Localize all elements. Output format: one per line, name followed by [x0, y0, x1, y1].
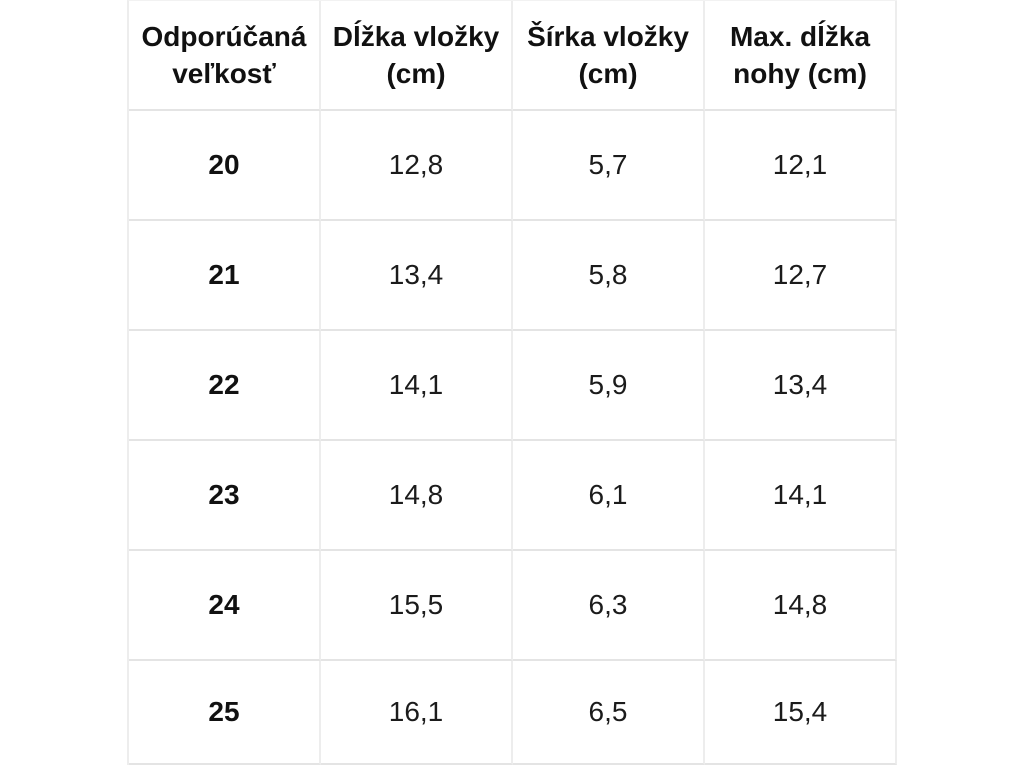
header-cell-max-foot-length: Max. dĺžka nohy (cm) — [705, 1, 897, 111]
size-cell: 23 — [129, 441, 321, 551]
size-cell: 20 — [129, 111, 321, 221]
header-cell-recommended-size: Odporúčaná veľkosť — [129, 1, 321, 111]
insole-length-cell: 16,1 — [321, 661, 513, 765]
max-foot-length-cell: 14,1 — [705, 441, 897, 551]
insole-width-cell: 6,1 — [513, 441, 705, 551]
size-chart-table: Odporúčaná veľkosť Dĺžka vložky (cm) Šír… — [127, 0, 897, 765]
size-cell: 22 — [129, 331, 321, 441]
insole-length-cell: 13,4 — [321, 221, 513, 331]
size-cell: 21 — [129, 221, 321, 331]
header-cell-insole-length: Dĺžka vložky (cm) — [321, 1, 513, 111]
insole-length-cell: 15,5 — [321, 551, 513, 661]
insole-width-cell: 5,9 — [513, 331, 705, 441]
max-foot-length-cell: 14,8 — [705, 551, 897, 661]
insole-width-cell: 6,3 — [513, 551, 705, 661]
insole-length-cell: 14,8 — [321, 441, 513, 551]
insole-length-cell: 14,1 — [321, 331, 513, 441]
insole-width-cell: 5,7 — [513, 111, 705, 221]
max-foot-length-cell: 13,4 — [705, 331, 897, 441]
header-cell-insole-width: Šírka vložky (cm) — [513, 1, 705, 111]
insole-width-cell: 6,5 — [513, 661, 705, 765]
size-cell: 24 — [129, 551, 321, 661]
insole-length-cell: 12,8 — [321, 111, 513, 221]
size-cell: 25 — [129, 661, 321, 765]
insole-width-cell: 5,8 — [513, 221, 705, 331]
max-foot-length-cell: 15,4 — [705, 661, 897, 765]
max-foot-length-cell: 12,1 — [705, 111, 897, 221]
max-foot-length-cell: 12,7 — [705, 221, 897, 331]
